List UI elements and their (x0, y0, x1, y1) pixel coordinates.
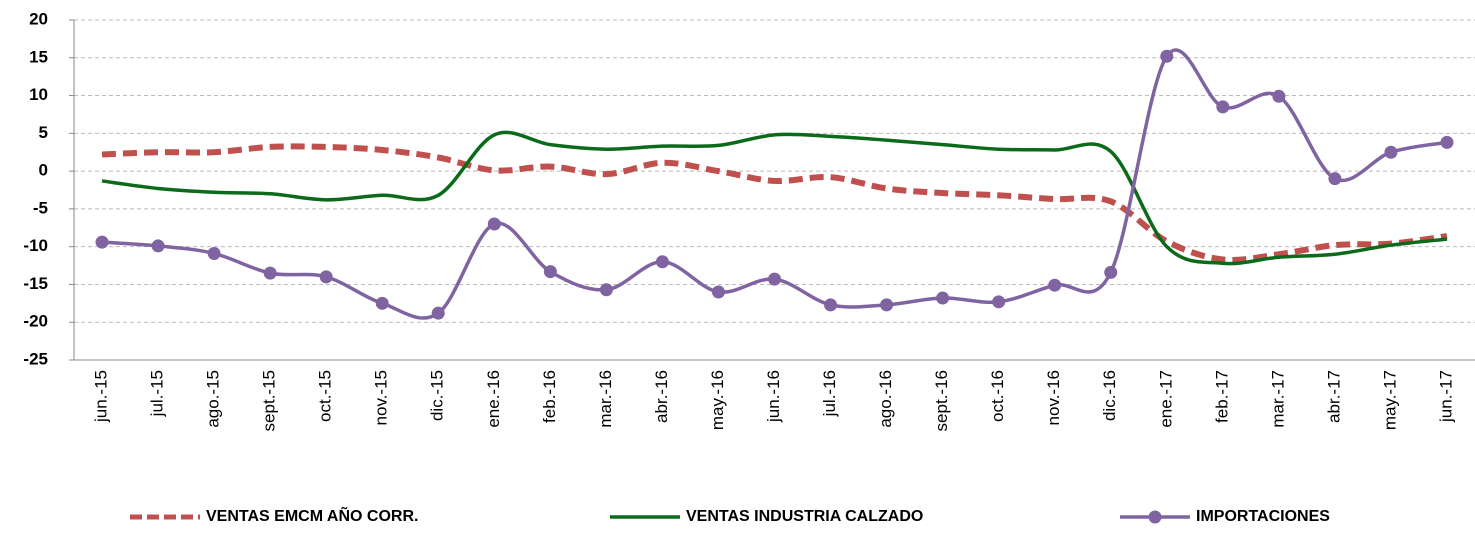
x-tick-label: ago.-15 (204, 370, 223, 428)
point (431, 306, 445, 320)
x-tick-label: nov.-16 (1044, 370, 1063, 425)
point (711, 285, 725, 299)
y-tick-label: 15 (29, 47, 48, 66)
x-tick-label: jun.-16 (764, 370, 783, 423)
point (936, 291, 950, 305)
point (1272, 89, 1286, 103)
y-tick-label: -10 (23, 236, 48, 255)
point (880, 298, 894, 312)
x-tick-label: jun.-17 (1436, 370, 1455, 423)
point (1328, 172, 1342, 186)
y-tick-label: -5 (33, 198, 48, 217)
point (151, 239, 165, 253)
y-tick-label: 5 (39, 123, 48, 142)
x-tick-label: dic.-15 (428, 370, 447, 421)
x-tick-label: feb.-16 (540, 370, 559, 423)
point (263, 266, 277, 280)
point (95, 235, 109, 249)
point (207, 246, 221, 260)
point (1216, 100, 1230, 114)
point (1384, 145, 1398, 159)
x-tick-label: sept.-15 (260, 370, 279, 431)
point (375, 296, 389, 310)
point (319, 270, 333, 284)
x-tick-label: jul.-15 (148, 370, 167, 417)
x-tick-label: sept.-16 (932, 370, 951, 431)
x-tick-label: ene.-17 (1156, 370, 1175, 428)
x-tick-label: ene.-16 (484, 370, 503, 428)
x-tick-label: may.-16 (708, 370, 727, 430)
point (1440, 135, 1454, 149)
x-tick-label: jul.-16 (820, 370, 839, 417)
y-tick-label: 20 (29, 9, 48, 28)
point (1104, 265, 1118, 279)
x-tick-label: may.-17 (1380, 370, 1399, 430)
point (1160, 49, 1174, 63)
series-line (101, 143, 1448, 263)
x-tick-label: dic.-16 (1100, 370, 1119, 421)
point (599, 283, 613, 297)
y-tick-label: -25 (23, 349, 48, 368)
legend-marker (1148, 510, 1162, 524)
x-tick-label: mar.-17 (1268, 370, 1287, 428)
x-tick-label: oct.-15 (316, 370, 335, 422)
legend-label: IMPORTACIONES (1196, 508, 1330, 525)
y-tick-label: -20 (23, 312, 48, 331)
x-tick-label: abr.-16 (652, 370, 671, 423)
series-line (101, 130, 1448, 266)
legend-label: VENTAS INDUSTRIA CALZADO (686, 508, 923, 525)
legend-label: VENTAS EMCM AÑO CORR. (206, 505, 418, 525)
point (1048, 278, 1062, 292)
point (768, 272, 781, 286)
x-tick-label: oct.-16 (988, 370, 1007, 422)
y-tick-label: 10 (29, 85, 48, 104)
x-tick-label: nov.-15 (372, 370, 391, 425)
x-tick-label: abr.-17 (1324, 370, 1343, 423)
point (655, 255, 669, 269)
x-tick-label: feb.-17 (1212, 370, 1231, 423)
x-tick-label: mar.-16 (596, 370, 615, 428)
point (487, 217, 501, 231)
point (992, 295, 1006, 309)
y-tick-label: -15 (23, 274, 48, 293)
point (824, 298, 838, 312)
x-tick-label: jun.-15 (92, 370, 111, 423)
point (543, 265, 557, 279)
y-tick-label: 0 (39, 161, 48, 180)
x-tick-label: ago.-16 (876, 370, 895, 428)
